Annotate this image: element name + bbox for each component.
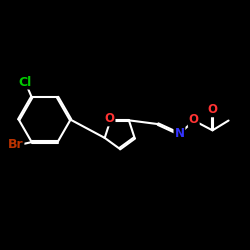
Text: N: N	[174, 128, 184, 140]
Text: Cl: Cl	[19, 76, 32, 88]
Text: O: O	[208, 103, 218, 116]
Text: Br: Br	[8, 138, 24, 151]
Text: O: O	[189, 113, 199, 126]
Text: O: O	[104, 112, 115, 126]
